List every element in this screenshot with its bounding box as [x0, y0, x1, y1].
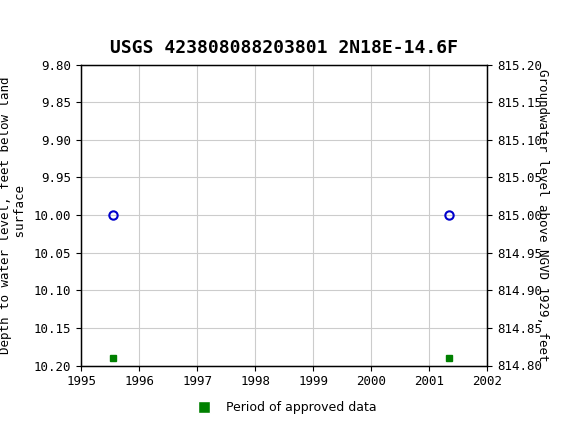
Text: USGS: USGS [46, 16, 115, 36]
Y-axis label: Depth to water level, feet below land
 surface: Depth to water level, feet below land su… [0, 76, 27, 354]
Title: USGS 423808088203801 2N18E-14.6F: USGS 423808088203801 2N18E-14.6F [110, 40, 458, 57]
Y-axis label: Groundwater level above NGVD 1929, feet: Groundwater level above NGVD 1929, feet [536, 69, 549, 361]
Legend: Period of approved data: Period of approved data [186, 396, 382, 419]
